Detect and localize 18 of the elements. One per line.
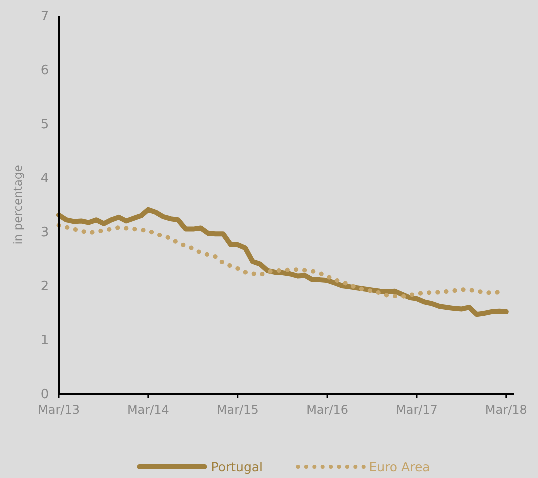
y-tick-label: 5 <box>40 118 50 133</box>
x-tick-label: Mar/13 <box>38 403 80 417</box>
y-axis-title: in percentage <box>11 165 25 245</box>
y-tick-label: 1 <box>40 334 50 349</box>
text: Portugal <box>211 459 264 474</box>
x-tick-label: Mar/15 <box>216 403 259 417</box>
y-tick-label: 4 <box>40 172 50 187</box>
legend-label: Euro Area <box>369 459 430 474</box>
y-tick-label: 0 <box>40 388 50 403</box>
y-tick-label: 7 <box>40 10 50 25</box>
x-tick-label: Mar/18 <box>485 403 528 417</box>
y-tick-label: 6 <box>40 64 50 79</box>
line-series <box>56 223 502 300</box>
x-tick-label: Mar/17 <box>396 403 438 417</box>
x-tick-label: Mar/16 <box>306 403 349 417</box>
y-tick-label: 3 <box>40 226 50 241</box>
y-tick-label: 2 <box>40 280 50 295</box>
x-tick-label: Mar/14 <box>127 403 170 417</box>
